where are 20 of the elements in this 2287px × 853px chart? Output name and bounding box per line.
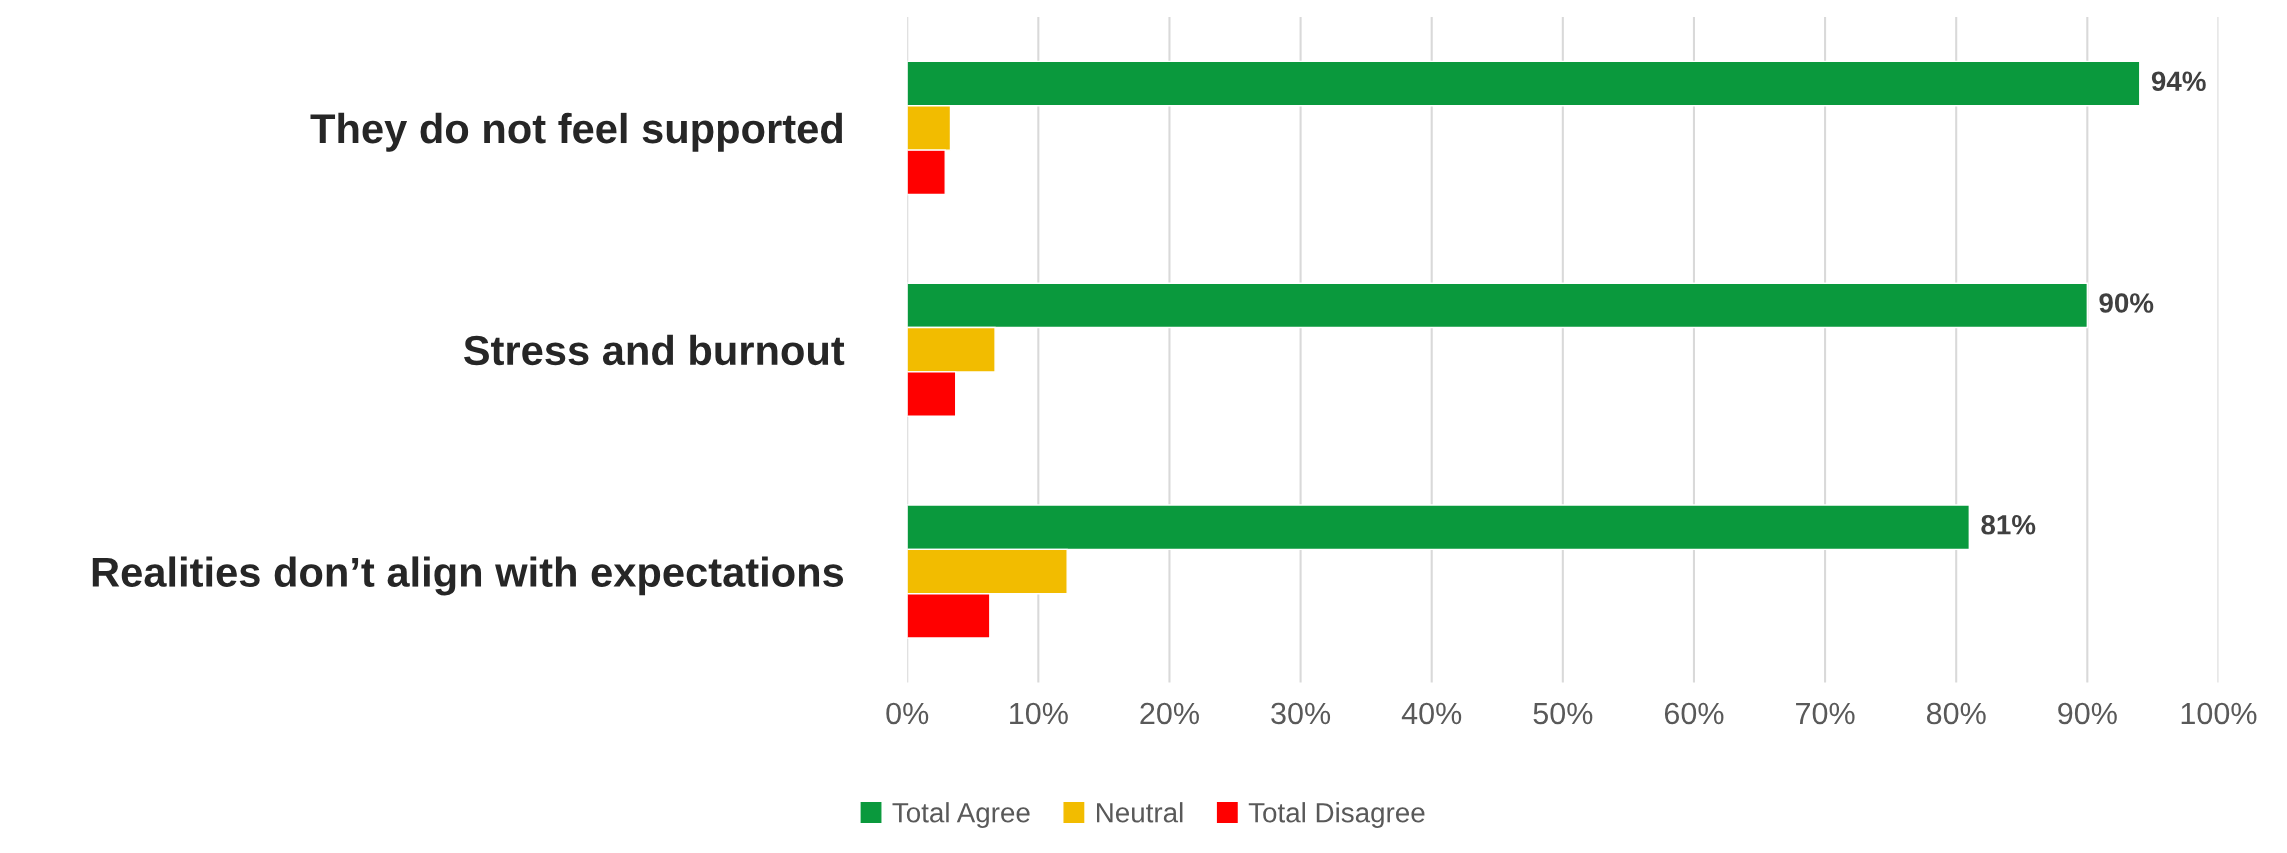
legend-label: Neutral — [1097, 802, 1183, 823]
x-tick-label: 40% — [1401, 702, 1462, 725]
legend-label: Total Agree — [892, 802, 1030, 828]
x-tick-label: 20% — [1140, 702, 1199, 725]
y-tick-label: They do not feel supported — [310, 112, 843, 152]
legend-label: Total Disagree — [1248, 802, 1425, 828]
x-tick-label: 0% — [886, 702, 929, 725]
x-tick-label: 10% — [1010, 702, 1068, 725]
x-tick-label: 30% — [1271, 702, 1331, 725]
x-tick-label: 60% — [1664, 702, 1724, 725]
x-tick-label: 100% — [2181, 702, 2257, 725]
x-tick-label: 80% — [1926, 702, 1986, 725]
x-tick-label: 70% — [1796, 702, 1855, 725]
y-tick-label: Stress and burnout — [463, 334, 845, 366]
x-tick-label: 90% — [2058, 702, 2117, 725]
data-label: 94% — [2151, 71, 2206, 92]
x-tick-label: 50% — [1533, 702, 1593, 725]
data-label: 90% — [2099, 293, 2154, 313]
y-tick-label: Realities don’t align with expectations — [92, 556, 844, 596]
data-label: 81% — [1981, 514, 2036, 535]
